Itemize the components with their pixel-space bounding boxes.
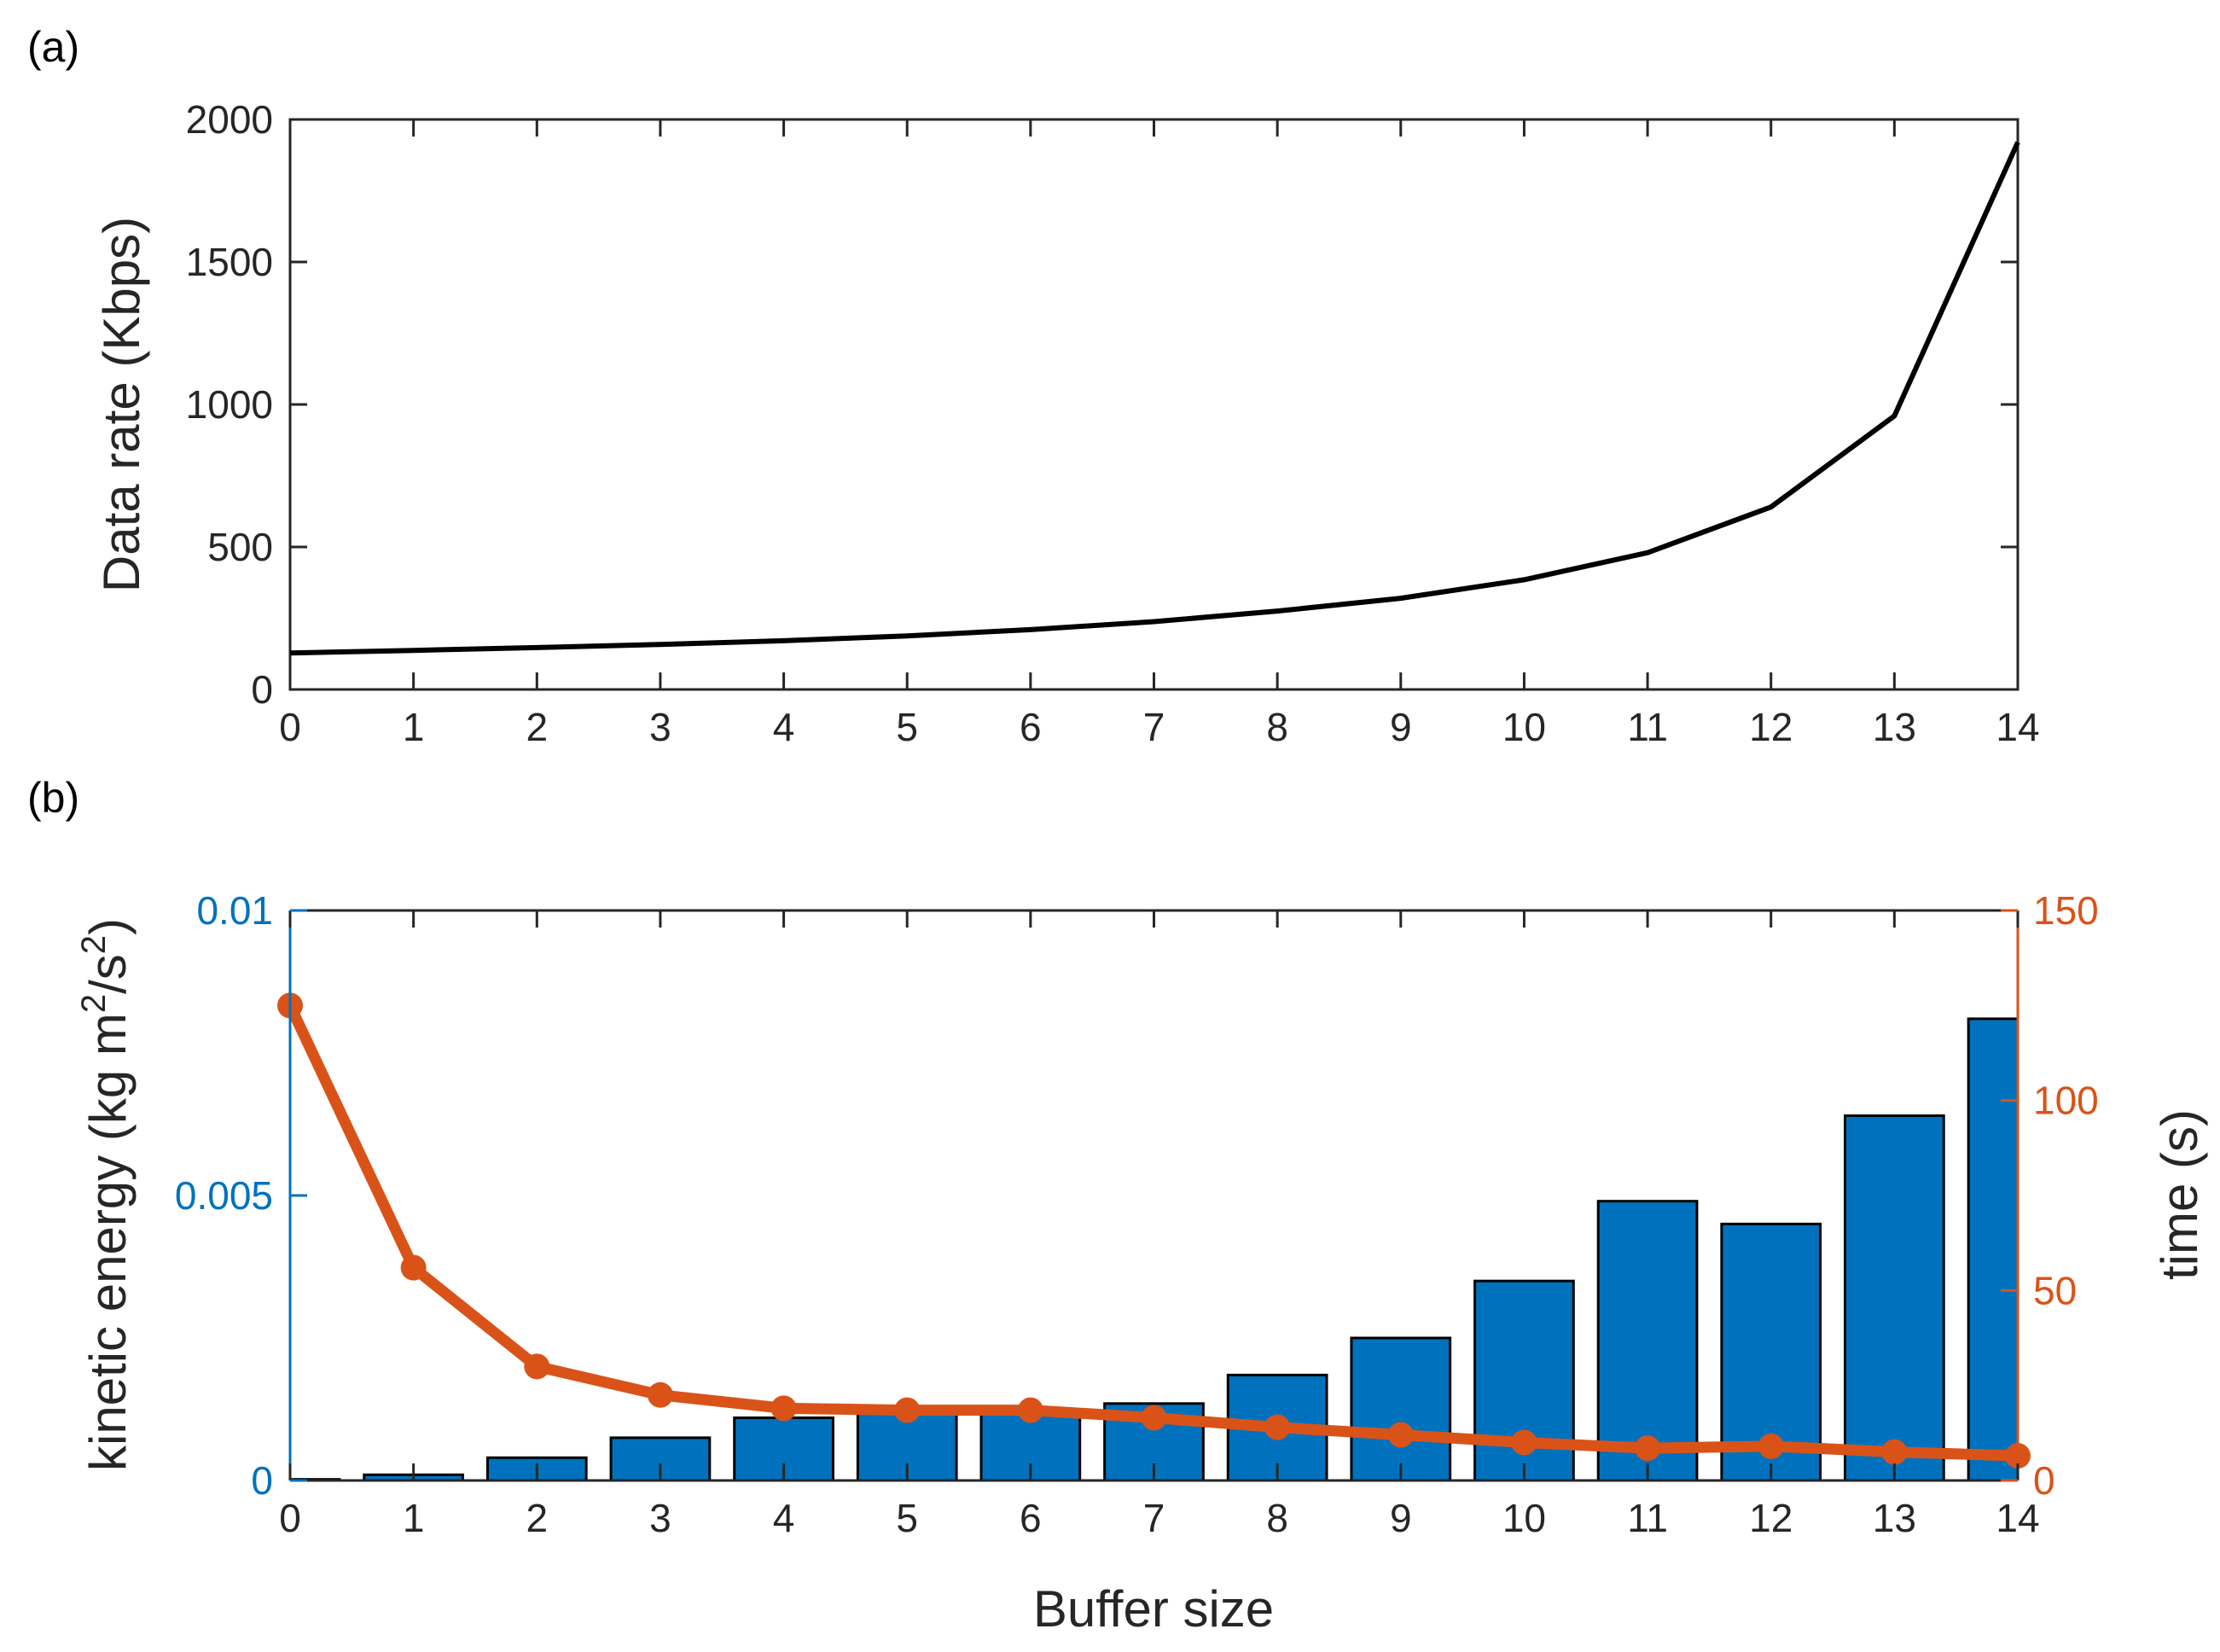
b-x-tick-label: 8 xyxy=(1266,1496,1288,1540)
a-x-tick-label: 7 xyxy=(1143,705,1165,749)
energy-bar xyxy=(1350,1336,1452,1480)
panel-b-ticks xyxy=(288,909,2020,1482)
a-x-tick-label: 9 xyxy=(1390,705,1412,749)
a-x-tick-label: 4 xyxy=(773,705,795,749)
time-marker xyxy=(1758,1433,1784,1459)
a-y-tick-label: 500 xyxy=(207,525,273,569)
a-y-tick-label: 0 xyxy=(251,667,273,712)
b-left-tick-label: 0.005 xyxy=(175,1173,273,1218)
b-x-tick-label: 11 xyxy=(1627,1496,1668,1540)
panel-b-label: (b) xyxy=(27,774,79,822)
b-left-tick-label: 0 xyxy=(251,1458,273,1503)
panel-a-label: (a) xyxy=(27,23,79,71)
ylabel-sup-2: 2 xyxy=(75,935,113,954)
ylabel-sup-1: 2 xyxy=(75,994,113,1013)
energy-bar xyxy=(1967,1017,2018,1480)
time-marker xyxy=(1017,1397,1043,1423)
b-x-tick-label: 7 xyxy=(1143,1496,1165,1540)
data-rate-line xyxy=(289,141,2020,656)
b-x-tick-label: 14 xyxy=(1996,1496,2039,1540)
time-marker xyxy=(1141,1405,1167,1431)
time-marker xyxy=(1387,1422,1414,1448)
a-x-tick-label: 0 xyxy=(279,705,301,749)
panel-a-x-tick-labels: 0 1 2 3 4 5 6 7 8 9 10 11 12 13 14 xyxy=(279,705,2039,749)
panel-a-ticks xyxy=(288,118,2020,691)
a-x-tick-label: 12 xyxy=(1749,705,1793,749)
a-x-tick-label: 2 xyxy=(526,705,548,749)
time-marker xyxy=(647,1382,673,1408)
b-right-tick-label: 100 xyxy=(2033,1079,2099,1123)
b-x-tick-label: 3 xyxy=(649,1496,671,1540)
time-marker xyxy=(1881,1439,1908,1465)
ylabel-part-3: ) xyxy=(79,918,137,935)
time-markers xyxy=(277,992,2031,1469)
time-marker xyxy=(1635,1435,1661,1462)
panel-b-x-axis-label: Buffer size xyxy=(1033,1580,1274,1637)
energy-bar xyxy=(1844,1114,1945,1480)
b-x-tick-label: 2 xyxy=(526,1496,548,1540)
panel-a: (a) 0 1 2 3 4 5 6 7 8 9 10 11 12 13 14 050010001500200… xyxy=(27,23,2040,749)
a-y-tick-label: 2000 xyxy=(186,97,273,142)
energy-bar xyxy=(1596,1200,1699,1480)
ylabel-part-1: kinetic energy (kg m xyxy=(79,1013,137,1471)
b-x-tick-label: 4 xyxy=(773,1496,795,1540)
b-x-tick-label: 9 xyxy=(1390,1496,1412,1540)
b-x-tick-label: 10 xyxy=(1502,1496,1546,1540)
panel-b-right-axis-label: time (s) xyxy=(2151,1109,2208,1280)
time-marker xyxy=(400,1254,427,1281)
b-x-tick-label: 6 xyxy=(1020,1496,1042,1540)
panel-b-x-tick-labels: 0 1 2 3 4 5 6 7 8 9 10 11 12 13 14 xyxy=(279,1496,2039,1540)
panel-a-y-tick-labels: 0 500 1000 1500 2000 xyxy=(186,97,273,712)
a-x-tick-label: 11 xyxy=(1627,705,1668,749)
a-x-tick-label: 1 xyxy=(403,705,425,749)
a-x-tick-label: 8 xyxy=(1266,705,1288,749)
a-y-tick-label: 1500 xyxy=(186,240,273,284)
time-marker xyxy=(524,1353,550,1380)
b-right-tick-label: 50 xyxy=(2033,1268,2077,1312)
b-x-tick-label: 5 xyxy=(896,1496,918,1540)
time-marker xyxy=(894,1397,921,1423)
b-x-tick-label: 0 xyxy=(279,1496,301,1540)
b-left-tick-label: 0.01 xyxy=(196,888,273,933)
a-x-tick-label: 6 xyxy=(1020,705,1042,749)
panel-b-left-tick-labels: 0 0.005 0.01 xyxy=(175,888,273,1503)
panel-b-left-axis-label: kinetic energy (kg m2/s2) xyxy=(75,918,137,1471)
b-x-tick-label: 1 xyxy=(403,1496,425,1540)
a-y-tick-label: 1000 xyxy=(186,382,273,427)
a-x-tick-label: 13 xyxy=(1873,705,1916,749)
panel-b-right-tick-labels: 0 50 100 150 xyxy=(2033,888,2099,1503)
a-x-tick-label: 14 xyxy=(1996,705,2039,749)
panel-a-y-axis-label: Data rate (Kbps) xyxy=(93,217,150,592)
a-x-tick-label: 5 xyxy=(896,705,918,749)
panel-a-plot-area xyxy=(288,118,2020,691)
time-marker xyxy=(1264,1414,1291,1440)
a-x-tick-label: 10 xyxy=(1502,705,1546,749)
time-marker xyxy=(1511,1429,1537,1456)
ylabel-part-2: /s xyxy=(79,954,137,994)
b-x-tick-label: 13 xyxy=(1873,1496,1916,1540)
a-x-tick-label: 3 xyxy=(649,705,671,749)
time-marker xyxy=(770,1395,797,1422)
b-right-tick-label: 150 xyxy=(2033,888,2099,933)
b-right-tick-label: 0 xyxy=(2033,1458,2055,1503)
b-x-tick-label: 12 xyxy=(1749,1496,1793,1540)
